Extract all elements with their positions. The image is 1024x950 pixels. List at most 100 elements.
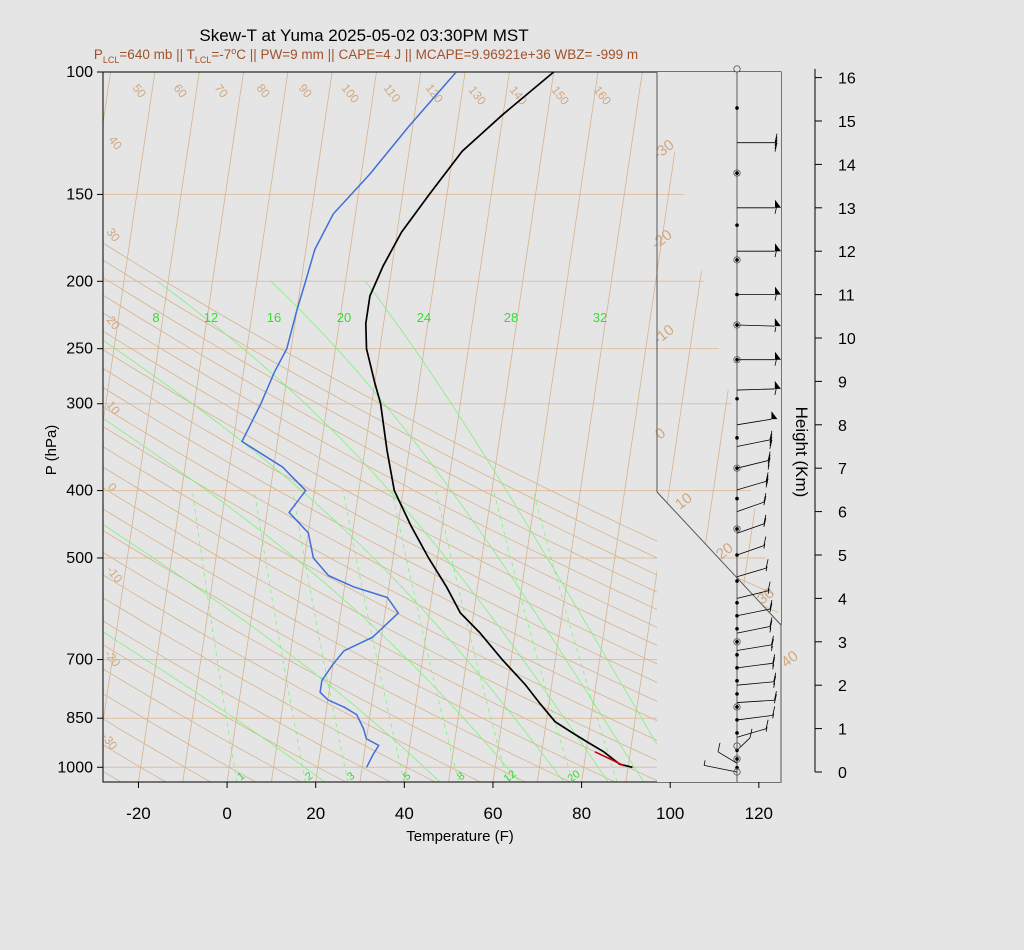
isotherm-label: 10 [672,489,696,513]
isotherm-line [103,72,200,725]
wind-barb-staff [736,681,774,686]
dry-adiabat [103,508,616,782]
dry-adiabat [103,466,706,782]
wind-barb-full [771,638,774,648]
height-tick-label: 5 [838,548,847,565]
wind-barb [737,286,781,301]
height-circle [733,768,741,776]
dewpoint-line [241,72,457,768]
isotherm-line [581,72,688,782]
height-circle [733,638,741,646]
height-dot [735,496,739,501]
height-tick-label: 6 [838,505,847,522]
pressure-tick-label: 850 [66,710,93,727]
height-dot [735,653,739,657]
height-dot [735,705,739,709]
wind-barb-half [772,664,775,670]
mixing-ratio-label: 3 [345,770,357,783]
isotherm-label: 0 [652,425,669,444]
pressure-tick-label: 200 [66,273,93,290]
chart-title: Skew-T at Yuma 2025-05-02 03:30PM MST [199,26,528,45]
moist-adiabat [157,280,609,782]
wind-barb-full [765,559,769,569]
dry-adiabat [103,330,781,684]
height-tick-label: 1 [838,722,847,739]
moist-adiabat [103,417,520,782]
mixing-ratio-line [342,490,405,782]
wind-barb-full [769,430,773,440]
isotherm-line [315,72,422,782]
isotherm-line [847,72,952,782]
height-tick-label: 11 [838,288,855,305]
wind-barb-full [765,719,769,729]
height-dot [735,666,739,670]
wind-barb-full [763,493,767,503]
pressure-tick-label: 150 [66,186,93,203]
isotherm-line [226,72,333,782]
wind-barb [736,451,771,470]
wind-barb [737,243,781,258]
wind-barb [736,672,777,688]
isotherm-label: -10 [650,321,678,348]
height-dot [735,600,739,605]
isotherm-line [936,72,1024,782]
wind-barb-staff [736,460,769,469]
wind-barb [736,600,773,617]
isotherm-label: -10 [104,563,126,586]
height-dot [735,258,739,262]
pressure-tick-label: 1000 [57,759,93,776]
isotherm-label: 150 [549,83,573,108]
mixing-ratio-line [493,490,573,782]
wind-barb-full [767,581,771,591]
wind-barb-full [769,600,773,610]
pressure-tick-label: 400 [66,483,93,500]
isotherm-line [359,72,466,782]
wind-barb-full [769,620,773,630]
wind-barb-half [763,543,766,549]
temperature-tick-label: 120 [745,804,773,823]
wind-barb-staff [736,644,772,651]
wind-barb [737,351,781,366]
height-tick-label: 7 [838,461,847,478]
wind-barb-half [703,760,706,766]
wind-barb-full [769,436,773,446]
wind-barb-staff [717,751,738,764]
dry-adiabat [103,718,211,782]
temperature-tick-label: 20 [306,804,325,823]
wind-barb-full [774,691,777,701]
wind-barb-half [774,327,777,333]
wind-barb [736,514,767,534]
height-dot [735,323,739,327]
isotherm-line [182,72,289,782]
isotherm-label: 70 [212,81,231,100]
mixing-ratio-label: 24 [417,310,431,325]
height-circle [733,755,741,763]
wind-barb-half [765,726,768,732]
wind-barb-full [774,136,778,146]
wind-barb-full [763,517,767,527]
temperature-tick-label: 0 [222,804,231,823]
isotherm-line [103,72,156,426]
wind-barb [737,133,778,152]
wind-barb-full [773,675,777,685]
height-dot [735,640,739,644]
height-dot [735,527,739,531]
wind-barb-staff [736,567,767,578]
dry-adiabat [0,72,76,782]
wind-barb [736,617,773,634]
wind-barb-full [767,451,771,461]
dry-adiabat [103,620,391,782]
wind-barb-full [772,657,776,667]
mixing-ratio-line [292,490,349,782]
height-circle [733,464,741,472]
isotherm-label: -20 [102,647,124,670]
pressure-tick-label: 500 [66,550,93,567]
wind-barb-full [773,672,777,682]
dry-adiabat [103,259,781,615]
wind-barb-full [767,454,771,464]
wind-barb-staff [736,418,772,426]
height-circle [733,321,741,329]
wind-barb-full [769,603,773,613]
wind-barb-full [767,457,771,467]
wind-barb [736,380,781,396]
